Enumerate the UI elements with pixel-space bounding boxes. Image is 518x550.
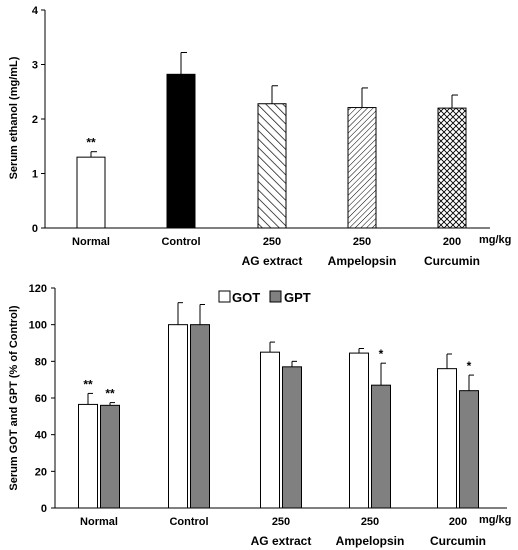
- ethanol-unit-label: mg/kg: [479, 234, 511, 246]
- got-gpt-y-ticks: 0 20 40 60 80 100 120: [29, 283, 55, 515]
- got-gpt-category-subtitle: Curcumin: [430, 534, 486, 548]
- got-gpt-x-labels: Normal Control 250 AG extract 250 Ampelopsin 2…: [80, 516, 486, 548]
- got-gpt-chart: Serum GOT and GPT (% of Control) 0 20 40 60…: [8, 283, 511, 548]
- ethanol-bar: [76, 156, 106, 229]
- gpt-bar: [100, 404, 120, 509]
- got-bar: [437, 368, 457, 509]
- got-gpt-category-label: 200: [449, 516, 467, 528]
- legend-gpt-label: GPT: [284, 290, 311, 305]
- gpt-bar: [459, 390, 479, 509]
- ethanol-category-label: 250: [353, 236, 371, 248]
- got-bar-significance-marker: **: [83, 377, 93, 391]
- got-gpt-unit-label: mg/kg: [479, 514, 511, 526]
- gpt-bar: [190, 324, 210, 509]
- ethanol-category-subtitle: Ampelopsin: [328, 254, 397, 268]
- ethanol-y-tick-label: 1: [32, 169, 38, 181]
- got-bar: [168, 324, 188, 509]
- legend-got-swatch: [218, 290, 231, 303]
- got-gpt-category-label: 250: [272, 516, 290, 528]
- got-bar: [260, 351, 280, 509]
- got-bar: [349, 352, 369, 509]
- ethanol-bar: [166, 73, 196, 229]
- got-gpt-bars: ******: [78, 302, 479, 509]
- ethanol-bar: [437, 107, 467, 229]
- got-gpt-y-tick-label: 80: [35, 356, 47, 368]
- got-gpt-category-label: Normal: [80, 516, 118, 528]
- ethanol-category-label: Normal: [72, 236, 110, 248]
- gpt-bar: [282, 366, 302, 509]
- got-gpt-category-subtitle: Ampelopsin: [336, 534, 405, 548]
- got-bar: [78, 403, 98, 509]
- ethanol-y-axis-label: Serum ethanol (mg/mL): [8, 56, 20, 179]
- legend-gpt-swatch: [269, 290, 282, 303]
- got-gpt-y-tick-label: 60: [35, 393, 47, 405]
- legend-got-label: GOT: [232, 290, 260, 305]
- ethanol-category-label: 250: [263, 236, 281, 248]
- ethanol-bar: [347, 107, 377, 229]
- ethanol-category-subtitle: Curcumin: [424, 254, 480, 268]
- gpt-bar-significance-marker: *: [467, 359, 472, 373]
- got-gpt-category-label: 250: [361, 516, 379, 528]
- ethanol-category-subtitle: AG extract: [242, 254, 303, 268]
- gpt-bar-significance-marker: *: [379, 347, 384, 361]
- got-gpt-y-axis-label: Serum GOT and GPT (% of Control): [8, 305, 20, 491]
- gpt-bar: [371, 384, 391, 509]
- got-gpt-y-tick-label: 40: [35, 430, 47, 442]
- ethanol-significance-marker: **: [86, 136, 96, 150]
- ethanol-x-labels: Normal Control 250 AG extract 250 Ampelopsin 2…: [72, 236, 480, 268]
- got-gpt-category-subtitle: AG extract: [251, 534, 312, 548]
- ethanol-y-tick-label: 4: [32, 5, 39, 17]
- ethanol-y-ticks: 0 1 2 3 4: [32, 5, 45, 235]
- ethanol-bar: [257, 103, 287, 229]
- ethanol-y-tick-label: 2: [32, 114, 38, 126]
- legend: GOT GPT: [218, 290, 311, 305]
- ethanol-bars: **: [76, 52, 467, 229]
- ethanol-y-tick-label: 3: [32, 60, 38, 72]
- got-gpt-y-tick-label: 20: [35, 466, 47, 478]
- ethanol-category-label: Control: [161, 236, 200, 248]
- got-gpt-category-label: Control: [169, 516, 208, 528]
- got-gpt-y-tick-label: 0: [41, 503, 47, 515]
- ethanol-chart: Serum ethanol (mg/mL) 0 1 2 3 4 ** Normal Con…: [8, 5, 511, 268]
- ethanol-category-label: 200: [443, 236, 461, 248]
- gpt-bar-significance-marker: **: [105, 387, 115, 401]
- got-gpt-y-tick-label: 120: [29, 283, 47, 295]
- got-gpt-y-tick-label: 100: [29, 320, 47, 332]
- ethanol-y-tick-label: 0: [32, 223, 38, 235]
